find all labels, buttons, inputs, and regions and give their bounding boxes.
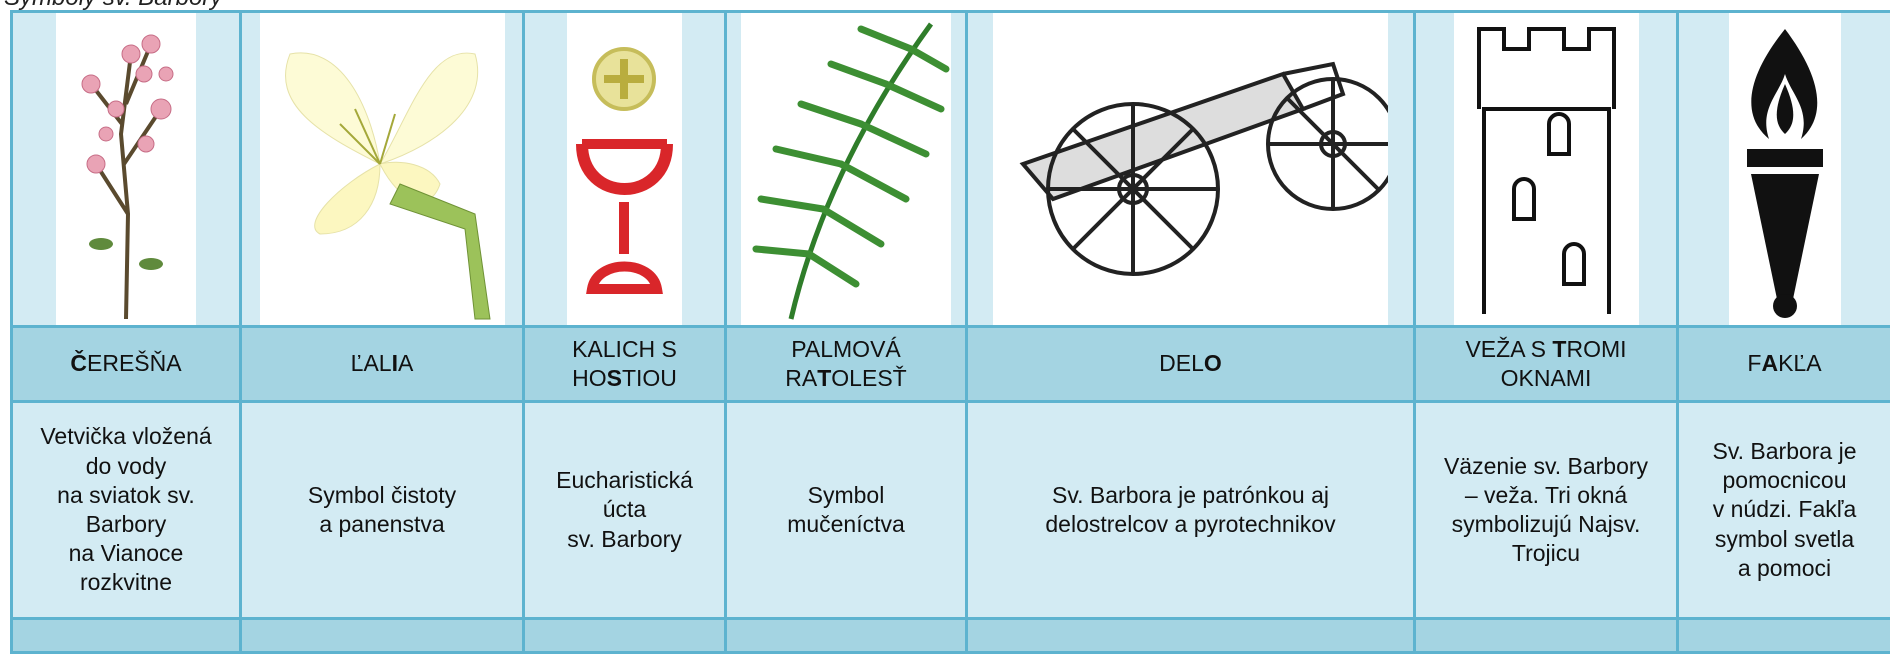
description: Sv. Barbora je patrónkou aj delostrelcov… (968, 403, 1416, 620)
header-text: ROMI OKNAMI (1500, 335, 1627, 391)
header-bold: I (391, 350, 398, 377)
header-text: F (1747, 350, 1762, 377)
caption: Symboly sv. Barbory (4, 0, 222, 12)
header-bold: Č (70, 350, 88, 377)
header-bold: T (817, 365, 832, 391)
header-text: A (397, 350, 414, 377)
header-cell: ČEREŠŇA (13, 328, 242, 403)
header-cell: FAKĽA (1679, 328, 1890, 403)
header-cell: VEŽA S TROMI OKNAMI (1416, 328, 1679, 403)
header-bold: O (1203, 350, 1222, 377)
header-text: KĽA (1778, 350, 1822, 377)
image-cell (1416, 13, 1679, 328)
header-text: OLESŤ (831, 365, 907, 391)
description: Eucharistická úcta sv. Barbory (525, 403, 727, 620)
description: Väzenie sv. Barbory – veža. Tri okná sym… (1416, 403, 1679, 620)
empty-cell (525, 620, 727, 654)
chalice-image (567, 13, 682, 325)
header-text: VEŽA S (1465, 335, 1553, 362)
image-cell (525, 13, 727, 328)
palm-branch-image (741, 13, 951, 325)
symbols-table: ČEREŠŇA ĽALIA KALICH S HOSTIOU PALMOVÁ R… (10, 10, 1890, 654)
description: Symbol mučeníctva (727, 403, 968, 620)
header-bold: T (1552, 335, 1567, 362)
header-text: EREŠŇA (87, 350, 182, 377)
header-bold: A (1761, 350, 1779, 377)
header-cell: ĽALIA (242, 328, 525, 403)
header-bold: S (606, 365, 622, 391)
image-cell (727, 13, 968, 328)
header-text: PALMOVÁ RA (785, 335, 901, 391)
image-cell (968, 13, 1416, 328)
empty-cell (242, 620, 525, 654)
header-cell: PALMOVÁ RATOLESŤ (727, 328, 968, 403)
cannon-image (993, 13, 1388, 325)
torch-image (1728, 13, 1841, 325)
header-cell: KALICH S HOSTIOU (525, 328, 727, 403)
tower-image (1453, 13, 1639, 325)
description: Symbol čistoty a panenstva (242, 403, 525, 620)
header-text: KALICH S HO (572, 335, 677, 391)
header-text: ĽAL (350, 350, 392, 377)
empty-cell (727, 620, 968, 654)
cherry-branch-image (56, 13, 196, 325)
image-cell (1679, 13, 1890, 328)
empty-cell (13, 620, 242, 654)
header-cell: DELO (968, 328, 1416, 403)
header-text: DEL (1159, 350, 1204, 377)
description: Vetvička vložená do vody na sviatok sv. … (13, 403, 242, 620)
image-cell (13, 13, 242, 328)
lily-image (259, 13, 505, 325)
empty-cell (1416, 620, 1679, 654)
empty-cell (968, 620, 1416, 654)
description: Sv. Barbora je pomocnicou v núdzi. Fakľa… (1679, 403, 1890, 620)
image-cell (242, 13, 525, 328)
header-text: TIOU (621, 365, 677, 391)
empty-cell (1679, 620, 1890, 654)
